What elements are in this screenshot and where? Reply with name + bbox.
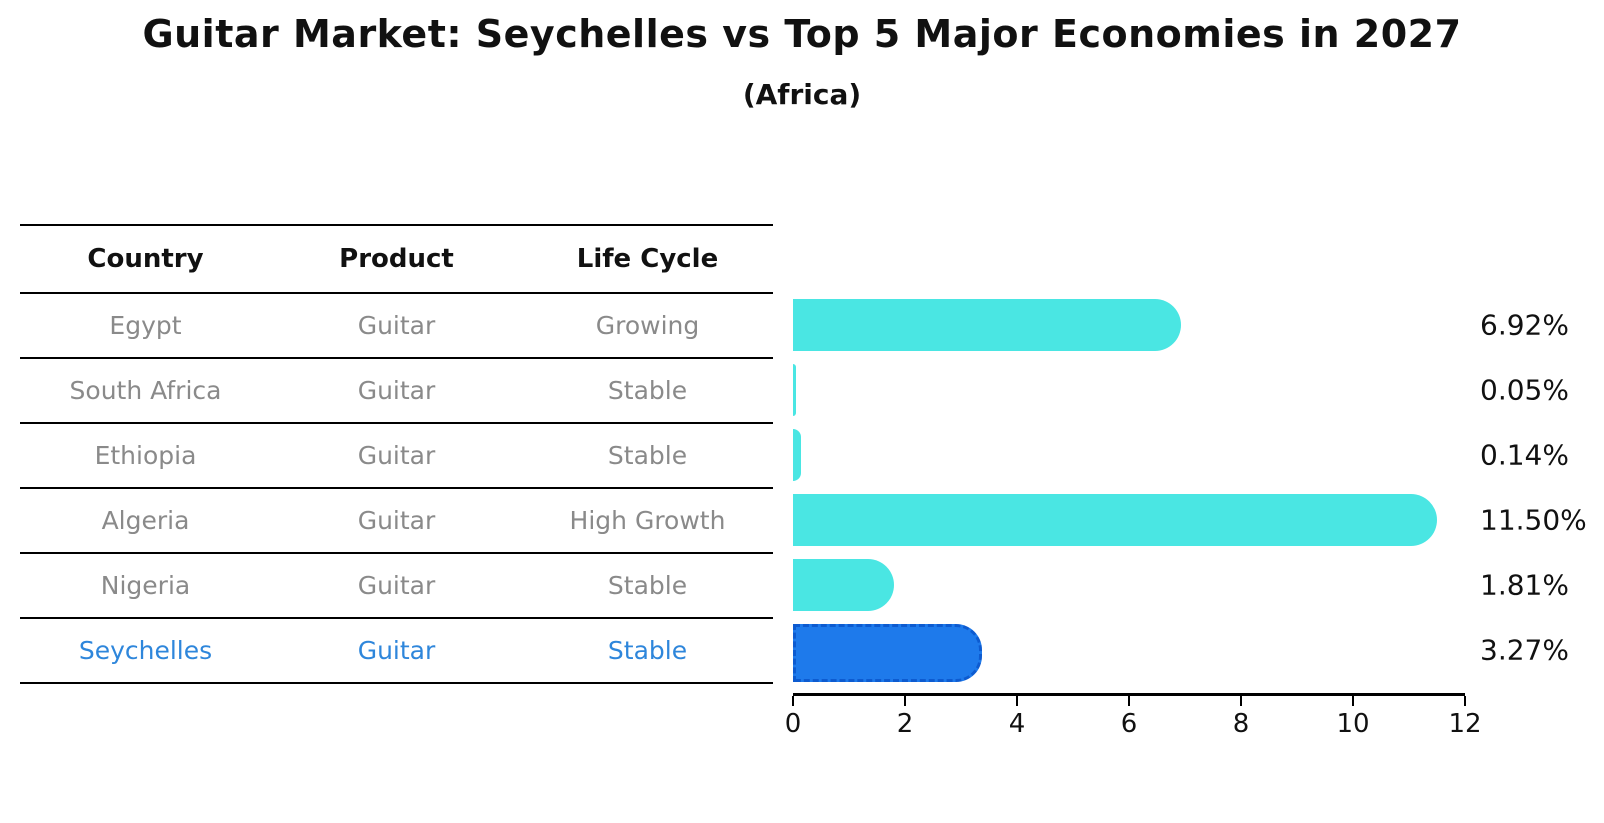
country-table: Country Product Life Cycle Egypt Guitar Grow… <box>20 224 773 684</box>
x-axis-tick-label: 10 <box>1336 709 1370 739</box>
table-cell: High Growth <box>569 506 726 535</box>
column-header-life-cycle: Life Cycle <box>576 244 719 274</box>
table-cell: Guitar <box>357 636 436 665</box>
bar-seychelles <box>793 623 983 682</box>
x-axis-tick-label: 12 <box>1448 709 1482 739</box>
x-axis-line <box>793 693 1465 696</box>
value-label: 0.05% <box>1480 373 1569 406</box>
x-axis-tick <box>1464 696 1466 706</box>
x-axis-tick-label: 6 <box>1120 709 1138 739</box>
table-cell: Stable <box>607 636 688 665</box>
column-header-country: Country <box>87 244 204 274</box>
table-header-row: Country Product Life Cycle <box>20 226 773 294</box>
table-cell: Stable <box>607 571 688 600</box>
table-row: South Africa Guitar Stable <box>20 359 773 424</box>
bar-egypt <box>793 298 1181 351</box>
value-label: 11.50% <box>1480 503 1587 536</box>
x-axis-tick <box>1128 696 1130 706</box>
table-row: Egypt Guitar Growing <box>20 294 773 359</box>
table-cell: Guitar <box>357 571 436 600</box>
table-cell: Ethiopia <box>94 441 197 470</box>
table-row: Ethiopia Guitar Stable <box>20 424 773 489</box>
value-label: 1.81% <box>1480 568 1569 601</box>
x-axis-tick-label: 4 <box>1008 709 1026 739</box>
x-axis-tick-label: 2 <box>896 709 914 739</box>
table-cell: Guitar <box>357 376 436 405</box>
table-cell: Guitar <box>357 311 436 340</box>
value-label: 6.92% <box>1480 308 1569 341</box>
table-cell: Algeria <box>101 506 190 535</box>
chart-title: Guitar Market: Seychelles vs Top 5 Major… <box>142 12 1462 56</box>
x-axis-tick <box>1240 696 1242 706</box>
x-axis-tick <box>1352 696 1354 706</box>
bar-nigeria <box>793 558 895 611</box>
value-label: 0.14% <box>1480 438 1569 471</box>
table-row: Algeria Guitar High Growth <box>20 489 773 554</box>
table-cell: Stable <box>607 441 688 470</box>
x-axis-tick <box>792 696 794 706</box>
table-cell: Seychelles <box>78 636 213 665</box>
x-axis-tick <box>904 696 906 706</box>
bar-ethiopia <box>793 428 801 481</box>
chart-subtitle: (Africa) <box>742 78 862 111</box>
table-row: Nigeria Guitar Stable <box>20 554 773 619</box>
x-axis-tick-label: 8 <box>1232 709 1250 739</box>
table-row: Seychelles Guitar Stable <box>20 619 773 684</box>
table-cell: Guitar <box>357 441 436 470</box>
table-cell: Guitar <box>357 506 436 535</box>
x-axis-tick-label: 0 <box>784 709 802 739</box>
table-cell: Egypt <box>109 311 182 340</box>
x-axis-tick <box>1016 696 1018 706</box>
table-cell: Nigeria <box>100 571 191 600</box>
table-cell: Stable <box>607 376 688 405</box>
value-label: 3.27% <box>1480 633 1569 666</box>
column-header-product: Product <box>339 244 454 274</box>
table-cell: Growing <box>595 311 700 340</box>
bar-algeria <box>793 493 1437 546</box>
bar-south-africa <box>793 363 796 416</box>
table-cell: South Africa <box>69 376 222 405</box>
